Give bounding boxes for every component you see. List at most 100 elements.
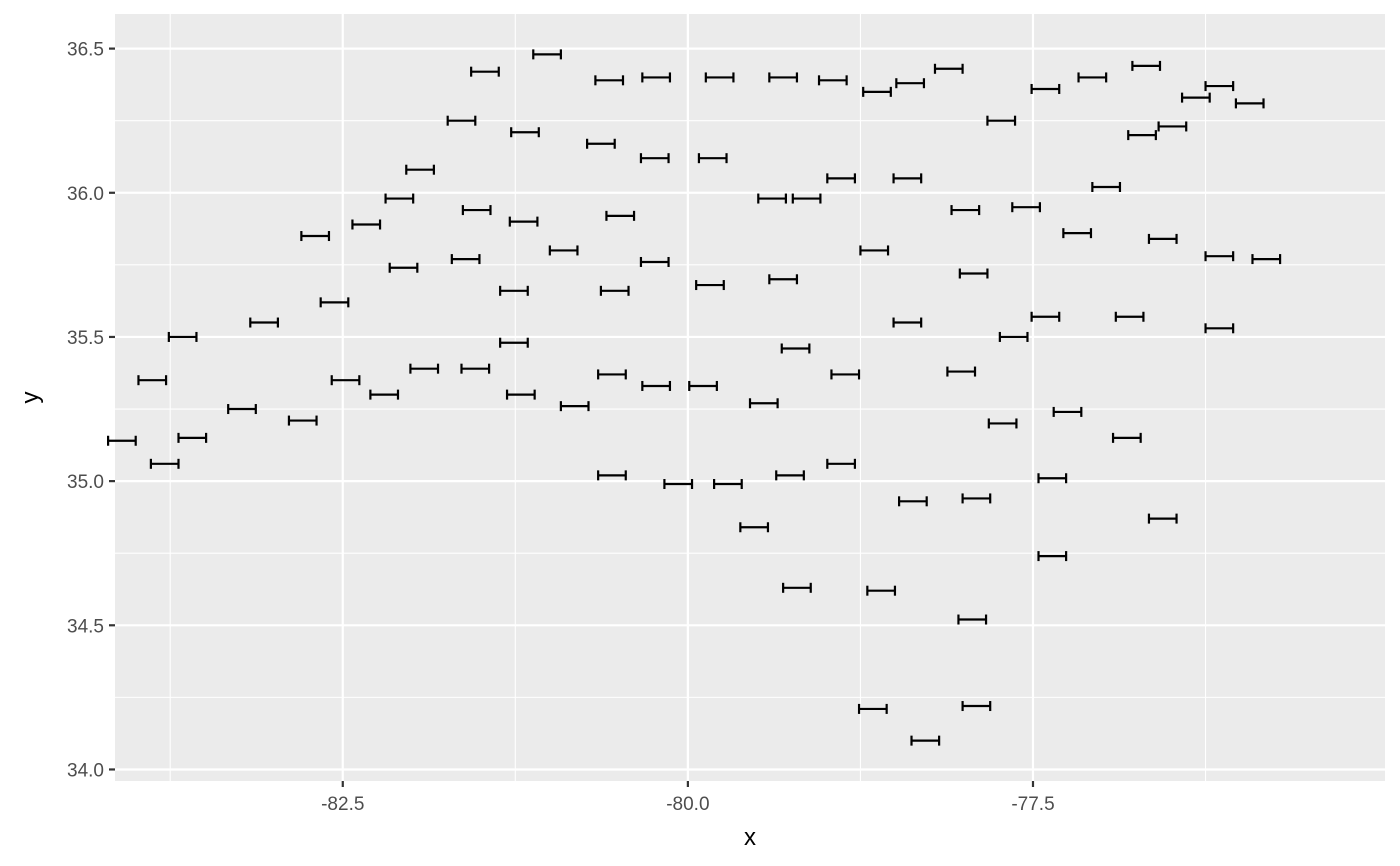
errorbar	[933, 63, 964, 74]
errorbar	[1234, 98, 1265, 109]
x-axis: -82.5 -80.0 -77.5	[321, 781, 1055, 815]
errorbar	[866, 585, 897, 596]
errorbar	[1030, 311, 1061, 322]
errorbar	[460, 363, 491, 374]
errorbar	[998, 331, 1029, 342]
errorbar	[106, 435, 137, 446]
errorbar	[695, 280, 725, 291]
errorbar	[586, 138, 616, 149]
major-gridlines	[115, 14, 1385, 781]
errorbar	[895, 78, 926, 89]
errorbar	[330, 375, 361, 386]
errorbar	[227, 404, 257, 415]
y-tick-label: 35.5	[67, 328, 104, 349]
errorbar	[892, 317, 923, 328]
errorbar	[450, 254, 481, 265]
errorbar	[641, 380, 672, 391]
errorbar	[780, 343, 811, 354]
errorbar	[605, 210, 636, 221]
errorbar	[319, 297, 350, 308]
errorbar	[641, 72, 672, 83]
errorbar	[499, 285, 529, 296]
errorbar	[300, 231, 331, 242]
errorbar	[897, 496, 928, 507]
errorbar	[857, 703, 888, 714]
errorbar	[149, 458, 180, 469]
errorbar	[594, 75, 625, 86]
minor-gridlines	[115, 14, 1385, 781]
y-tick-label: 34.5	[67, 616, 104, 637]
errorbar	[1077, 72, 1108, 83]
x-tick-label: -82.5	[321, 794, 364, 815]
errorbar	[910, 735, 941, 746]
plot-panel	[115, 14, 1385, 781]
errorbar	[505, 389, 536, 400]
errorbar	[957, 614, 988, 625]
errorbar	[1037, 473, 1068, 484]
y-tick-label: 34.0	[67, 760, 104, 781]
errorbar	[461, 205, 492, 216]
errorbar	[137, 375, 168, 386]
errorbar	[1204, 81, 1235, 92]
errorbar	[892, 173, 923, 184]
errorbar	[757, 193, 787, 204]
errorbar	[499, 337, 529, 348]
errorbar	[1011, 202, 1041, 213]
errorbar	[1131, 60, 1162, 71]
errorbar	[1147, 233, 1178, 244]
errorbar	[1251, 254, 1282, 265]
y-axis-title: y	[17, 392, 44, 404]
y-tick-label: 36.5	[67, 40, 104, 61]
errorbar	[950, 205, 981, 216]
errorbar	[1127, 130, 1157, 141]
x-tick-label: -77.5	[1011, 794, 1054, 815]
errorbar	[1111, 432, 1142, 443]
errorbar	[1052, 406, 1083, 417]
errorbar	[599, 285, 630, 296]
errorbar	[739, 522, 770, 533]
errorbar	[384, 193, 415, 204]
y-tick-label: 36.0	[67, 184, 104, 205]
errorbar	[1180, 92, 1211, 103]
errorbar	[388, 262, 419, 273]
errorbar	[597, 470, 627, 481]
errorbar	[826, 173, 857, 184]
errorbar	[775, 470, 805, 481]
errorbar	[987, 418, 1018, 429]
errorbar	[748, 398, 779, 409]
errorbar	[782, 582, 812, 593]
errorbar	[859, 245, 890, 256]
errorbar	[597, 369, 627, 380]
errorbar	[1204, 251, 1235, 262]
errorbar	[986, 115, 1017, 126]
errorbar	[1204, 323, 1235, 334]
errorbar	[559, 401, 590, 412]
y-axis: 34.0 34.5 35.0 35.5 36.0 36.5	[67, 40, 115, 781]
errorbar	[548, 245, 579, 256]
errorbar	[961, 701, 992, 712]
errorbar	[167, 331, 198, 342]
errorbar	[508, 216, 539, 227]
errorbar	[862, 86, 892, 97]
errorbar	[817, 75, 848, 86]
errorbar	[958, 268, 989, 279]
errorbar	[768, 274, 799, 285]
errorbar	[470, 66, 500, 77]
errorbar	[510, 127, 540, 138]
errorbar	[351, 219, 382, 230]
errorbar	[961, 493, 992, 504]
errorbar	[1030, 83, 1061, 94]
errorbar	[1114, 311, 1145, 322]
errorbar	[768, 72, 799, 83]
errorbar	[532, 49, 562, 60]
errorbar	[946, 366, 977, 377]
errorbar	[713, 479, 743, 490]
errorbar	[688, 380, 718, 391]
errorbar	[287, 415, 318, 426]
x-tick-label: -80.0	[666, 794, 709, 815]
errorbar	[1062, 228, 1093, 239]
errorbar	[639, 153, 670, 164]
errorbar	[826, 458, 857, 469]
errorbar	[791, 193, 822, 204]
